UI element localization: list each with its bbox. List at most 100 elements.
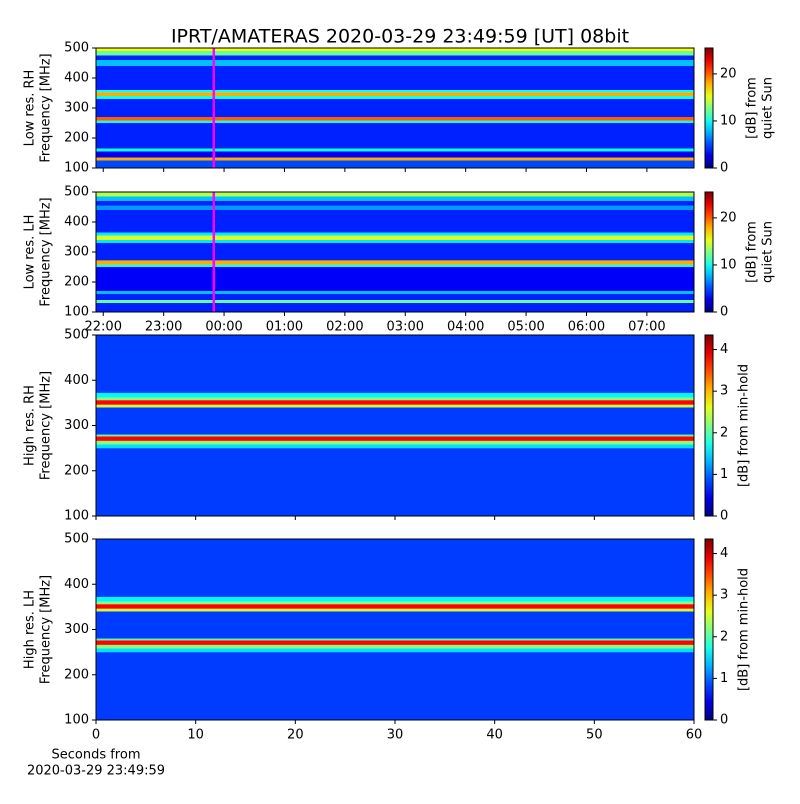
heatmap-cell	[96, 210, 694, 233]
heatmap-cell	[96, 48, 694, 51]
heatmap-cell	[96, 240, 694, 243]
heatmap-cell	[96, 300, 694, 303]
heatmap-cell	[96, 291, 694, 294]
x-tick-label: 20	[287, 728, 304, 743]
heatmap-cell	[96, 596, 694, 602]
heatmap-cell	[96, 638, 694, 641]
heatmap-cell	[96, 303, 694, 312]
colorbar-label: [dB] from min-hold	[737, 364, 752, 487]
colorbar	[704, 191, 714, 313]
y-axis-label: Frequency [MHz]	[39, 197, 54, 306]
colorbar-label: [dB] from min-hold	[737, 568, 752, 691]
heatmap-cell	[96, 117, 694, 121]
heatmap-cell	[96, 51, 694, 56]
heatmap-cell	[96, 96, 694, 99]
y-axis-label: High res. RH	[23, 385, 38, 466]
colorbar-tick-label: 0	[720, 509, 728, 524]
heatmap-cell	[96, 260, 694, 265]
x-tick-label: 07:00	[628, 320, 665, 335]
colorbar-tick-label: 10	[720, 113, 737, 128]
y-tick-label: 500	[64, 532, 89, 547]
heatmap-cell	[96, 400, 694, 405]
colorbar	[704, 334, 714, 517]
colorbar-tick-label: 0	[720, 305, 728, 320]
heatmap-cell	[96, 196, 694, 201]
y-axis-label: Low res. RH	[23, 70, 38, 147]
figure-title: IPRT/AMATERAS 2020-03-29 23:49:59 [UT] 0…	[171, 26, 629, 48]
x-tick-label: 50	[586, 728, 603, 743]
y-tick-label: 100	[64, 305, 89, 320]
y-tick-label: 200	[64, 667, 89, 682]
x-tick-label: 23:00	[145, 320, 182, 335]
x-tick-label: 60	[686, 728, 703, 743]
y-tick-label: 100	[64, 713, 89, 728]
heatmap-cell	[96, 608, 694, 612]
colorbar-tick-label: 3	[720, 588, 728, 603]
heatmap-cell	[96, 192, 694, 197]
colorbar-tick-label: 0	[720, 161, 728, 176]
x-tick-label: 02:00	[326, 320, 363, 335]
y-tick-label: 200	[64, 275, 89, 290]
x-tick-label: 06:00	[568, 320, 605, 335]
heatmap-cell	[96, 90, 694, 93]
y-tick-label: 400	[64, 71, 89, 86]
x-tick-label: 04:00	[447, 320, 484, 335]
y-tick-label: 300	[64, 622, 89, 637]
heatmap-cell	[96, 434, 694, 437]
colorbar-tick-label: 2	[720, 425, 728, 440]
heatmap-cell	[96, 644, 694, 649]
heatmap-cell	[96, 335, 694, 393]
heatmap-cell	[96, 436, 694, 441]
x-axis-label: Seconds from	[51, 748, 140, 763]
colorbar-label: quiet Sun	[761, 77, 776, 139]
y-tick-label: 500	[64, 41, 89, 56]
x-tick-label: 22:00	[85, 320, 122, 335]
x-tick-label: 01:00	[266, 320, 303, 335]
colorbar-tick-label: 1	[720, 671, 728, 686]
heatmap-cell	[96, 264, 694, 267]
colorbar-tick-label: 4	[720, 342, 728, 357]
y-tick-label: 300	[64, 101, 89, 116]
x-tick-label: 00:00	[205, 320, 242, 335]
y-tick-label: 400	[64, 373, 89, 388]
heatmap-cell	[96, 99, 694, 117]
colorbar	[704, 538, 714, 721]
heatmap-cell	[96, 92, 694, 96]
heatmap-cell	[96, 294, 694, 300]
heatmap-cell	[96, 232, 694, 236]
heatmap-cell	[96, 539, 694, 597]
heatmap-cell	[96, 440, 694, 445]
heatmap-cell	[96, 157, 694, 161]
y-tick-label: 500	[64, 185, 89, 200]
y-tick-label: 300	[64, 418, 89, 433]
x-tick-label: 03:00	[387, 320, 424, 335]
heatmap-cell	[96, 235, 694, 240]
heatmap-cell	[96, 123, 694, 149]
heatmap-cell	[96, 205, 694, 210]
heatmap-cell	[96, 55, 694, 60]
y-axis-label: High res. LH	[23, 590, 38, 669]
colorbar-tick-label: 20	[720, 66, 737, 81]
heatmap-cell	[96, 267, 694, 291]
heatmap-cell	[96, 60, 694, 66]
colorbar-label: [dB] from	[745, 77, 760, 139]
y-tick-label: 200	[64, 131, 89, 146]
colorbar-tick-label: 1	[720, 467, 728, 482]
heatmap-cell	[96, 611, 694, 639]
y-tick-label: 300	[64, 245, 89, 260]
colorbar-label: quiet Sun	[761, 221, 776, 283]
colorbar-tick-label: 10	[720, 257, 737, 272]
heatmap-cell	[96, 392, 694, 398]
colorbar	[704, 47, 714, 169]
colorbar-tick-label: 0	[720, 713, 728, 728]
heatmap-cell	[96, 151, 694, 158]
y-axis-label: Low res. LH	[23, 215, 38, 290]
heatmap-cell	[96, 66, 694, 90]
x-tick-label: 0	[92, 728, 100, 743]
y-tick-label: 500	[64, 328, 89, 343]
heatmap-cell	[96, 648, 694, 653]
x-tick-label: 40	[486, 728, 503, 743]
y-axis-label: Frequency [MHz]	[39, 575, 54, 684]
colorbar-label: [dB] from	[745, 221, 760, 283]
